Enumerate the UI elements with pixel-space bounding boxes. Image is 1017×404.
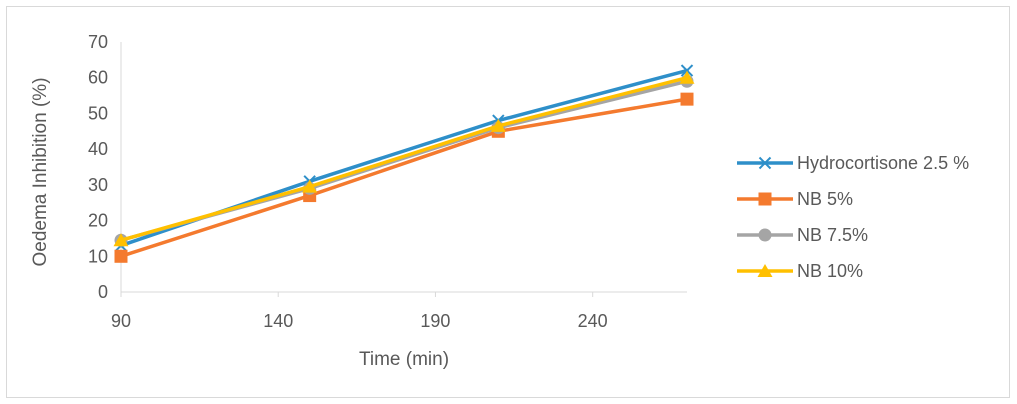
series-2 bbox=[114, 92, 694, 263]
axes: 0 10 20 30 40 50 60 70 90 140 190 240 bbox=[88, 32, 687, 331]
legend-marker bbox=[758, 192, 772, 206]
data-point bbox=[680, 92, 694, 106]
series-layer bbox=[113, 64, 695, 263]
series-3 bbox=[114, 74, 694, 247]
legend-label: NB 10% bbox=[797, 261, 863, 281]
legend-item: NB 10% bbox=[737, 261, 863, 281]
x-tick-label: 140 bbox=[263, 311, 293, 331]
y-tick-label: 50 bbox=[88, 103, 108, 123]
legend-marker bbox=[758, 156, 772, 170]
x-tick-label: 90 bbox=[111, 311, 131, 331]
y-tick-label: 0 bbox=[98, 282, 108, 302]
data-point bbox=[490, 118, 506, 132]
series-line bbox=[119, 75, 689, 242]
x-tick-label: 190 bbox=[420, 311, 450, 331]
legend-label: Hydrocortisone 2.5 % bbox=[797, 153, 969, 173]
y-tick-label: 20 bbox=[88, 211, 108, 231]
data-point bbox=[680, 64, 694, 77]
legend-item: NB 5% bbox=[737, 189, 853, 209]
x-axis-title: Time (min) bbox=[359, 349, 449, 370]
y-axis-title: Oedema Inhibition (%) bbox=[30, 77, 51, 266]
y-tick-label: 30 bbox=[88, 175, 108, 195]
data-point bbox=[302, 179, 318, 193]
y-tick-label: 60 bbox=[88, 68, 108, 88]
legend-marker-stroke bbox=[758, 156, 772, 170]
series-4 bbox=[113, 70, 695, 247]
data-point bbox=[113, 233, 129, 247]
legend-label: NB 5% bbox=[797, 189, 853, 209]
legend-marker bbox=[758, 228, 772, 242]
y-tick-label: 40 bbox=[88, 139, 108, 159]
legend-item: NB 7.5% bbox=[737, 225, 868, 245]
line-chart: 0 10 20 30 40 50 60 70 90 140 190 240 Hydrocortison… bbox=[30, 32, 969, 370]
data-point bbox=[679, 70, 695, 84]
y-tick-label: 10 bbox=[88, 246, 108, 266]
legend-item: Hydrocortisone 2.5 % bbox=[737, 153, 969, 173]
chart-frame: 0 10 20 30 40 50 60 70 90 140 190 240 Hydrocortison… bbox=[6, 6, 1010, 398]
data-point bbox=[114, 249, 128, 263]
legend-label: NB 7.5% bbox=[797, 225, 868, 245]
legend: Hydrocortisone 2.5 % NB 5% NB 7.5% NB 10% bbox=[737, 153, 969, 281]
y-tick-label: 70 bbox=[88, 32, 108, 52]
data-point-stroke bbox=[680, 64, 694, 77]
x-tick-label: 240 bbox=[578, 311, 608, 331]
series-line bbox=[119, 97, 689, 259]
legend-marker bbox=[757, 264, 773, 277]
